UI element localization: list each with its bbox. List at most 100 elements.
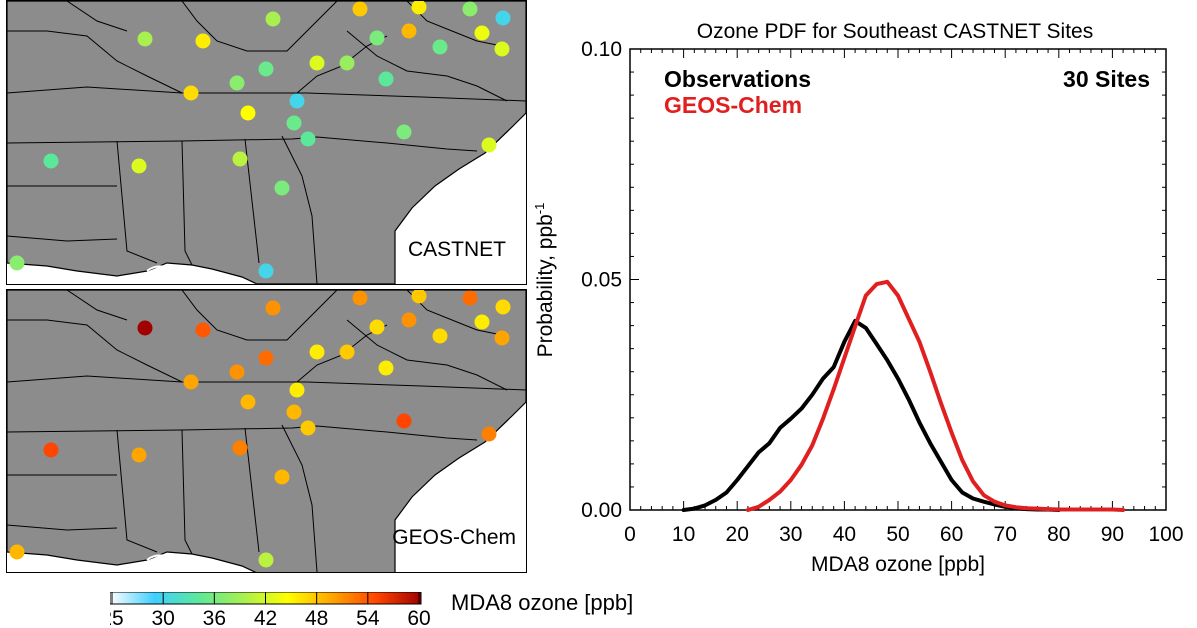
castnet-map-canvas [7,1,526,284]
geos-chem-site-marker [286,404,302,420]
geos-chem-line [745,279,1126,512]
colorbar-ticks: 25 30 36 42 48 54 60 [110,592,431,628]
castnet-site-marker [274,180,290,196]
x-axis-ticks: 0 10 20 30 40 50 60 70 80 90 100 [624,49,1184,546]
x-tick-label: 20 [726,523,749,546]
geos-chem-map: GEOS-Chem [6,289,527,573]
x-tick-label: 100 [1148,523,1183,546]
state-boundary [281,424,318,572]
x-tick-label: 10 [672,523,695,546]
castnet-site-marker [462,1,478,17]
chart-title: Ozone PDF for Southeast CASTNET Sites [697,20,1093,43]
geos-chem-site-marker [495,299,511,315]
legend-observations: Observations [664,66,811,92]
state-boundary [66,1,128,32]
x-tick-label: 0 [624,523,636,546]
geos-chem-site-marker [481,426,497,442]
colorbar-tick-label: 25 [110,607,124,628]
state-boundary [7,86,526,102]
state-boundary [346,319,508,391]
geos-chem-site-marker [309,344,325,360]
geos-chem-site-marker [474,314,490,330]
geos-chem-site-marker [378,360,394,376]
state-boundary [281,135,318,284]
x-axis-label: MDA8 ozone [ppb] [811,553,985,576]
y-tick-label: 0.10 [581,38,622,61]
geos-chem-site-marker [289,382,305,398]
state-boundary [181,429,193,555]
castnet-map: CASTNET [6,0,527,285]
geos-chem-site-marker [494,330,510,346]
colorbar-tick-label: 48 [305,607,328,628]
geos-chem-site-marker [43,442,59,458]
colorbar-tick-label: 42 [254,607,277,628]
castnet-site-marker [195,33,211,49]
castnet-site-marker [286,115,302,131]
geos-chem-map-label: GEOS-Chem [392,526,516,549]
geos-chem-site-marker [9,544,25,560]
x-tick-label: 50 [886,523,909,546]
geos-chem-site-marker [137,320,153,336]
castnet-site-marker [300,131,316,147]
plot-frame [629,48,1167,511]
castnet-site-marker [474,25,490,41]
state-boundary [116,140,158,264]
state-boundary [181,1,338,52]
geos-chem-site-marker [274,469,290,485]
castnet-site-marker [396,124,412,140]
castnet-site-marker [432,39,448,55]
state-boundary [7,319,183,383]
castnet-site-marker [481,137,497,153]
geos-chem-site-marker [352,290,368,306]
geos-chem-map-canvas [7,290,526,572]
castnet-site-marker [232,151,248,167]
castnet-site-marker [265,11,281,27]
castnet-site-marker [183,85,199,101]
geos-chem-site-marker [229,364,245,380]
castnet-site-marker [369,30,385,46]
state-boundary [116,429,158,553]
series-lines [681,279,1126,512]
geos-chem-site-marker [183,374,199,390]
castnet-site-marker [289,93,305,109]
state-boundary [66,290,128,321]
castnet-site-marker [309,55,325,71]
observations-line [681,319,1061,512]
state-boundary [7,235,118,242]
castnet-site-marker [229,75,245,91]
sites-count-annotation: 30 Sites [1063,66,1150,92]
colorbar-title: MDA8 ozone [ppb] [451,590,634,615]
geos-chem-site-marker [411,290,427,304]
castnet-site-marker [339,55,355,71]
castnet-site-marker [131,158,147,174]
colorbar-tick-label: 36 [203,607,226,628]
state-boundary [7,375,526,391]
geos-chem-site-marker [240,394,256,410]
bay-outline [146,554,173,561]
geos-chem-site-marker [258,350,274,366]
y-axis-label-text: Probability, ppb [534,214,557,357]
colorbar-tick-label: 60 [407,607,430,628]
colorbar-tick-label: 54 [356,607,380,628]
castnet-site-marker [411,1,427,15]
y-axis-label: Probability, ppb-1 [532,203,557,358]
geos-chem-site-marker [131,447,147,463]
x-tick-label: 80 [1047,523,1070,546]
castnet-site-marker [352,1,368,17]
land-area [7,290,526,572]
geos-chem-site-marker [339,344,355,360]
geos-chem-site-marker [300,420,316,436]
x-tick-label: 60 [940,523,963,546]
land-area [7,1,526,284]
geos-chem-site-marker [369,319,385,335]
x-tick-label: 90 [1101,523,1124,546]
x-tick-label: 30 [779,523,802,546]
castnet-site-marker [494,41,510,57]
geos-chem-site-marker [462,290,478,306]
castnet-site-marker [401,23,417,39]
x-tick-label: 40 [833,523,856,546]
geos-chem-site-marker [265,300,281,316]
castnet-site-marker [9,255,25,271]
castnet-site-marker [258,263,274,279]
